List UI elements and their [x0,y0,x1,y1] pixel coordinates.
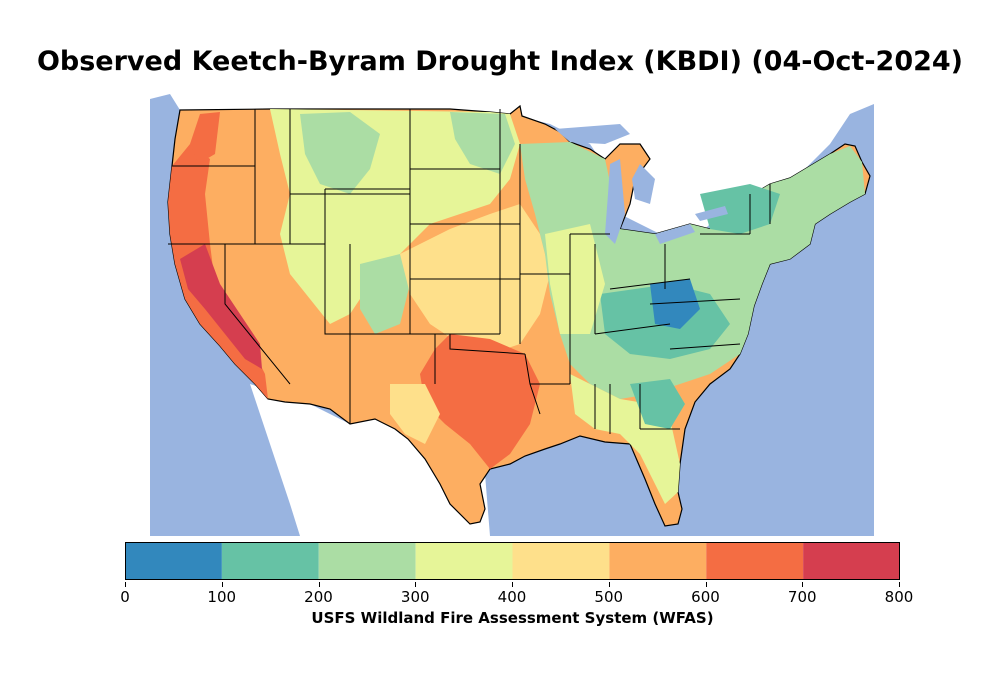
colorbar-bin-6 [706,542,804,580]
zone-west-texas-400 [390,384,440,444]
mexico-land [250,384,490,536]
colorbar-tick-mark [415,582,417,587]
lake-superior [555,124,630,144]
colorbar-bin-7 [803,542,900,580]
colorbar-tick-label: 800 [884,588,914,606]
zone-georgia-100 [630,379,685,429]
colorbar-tick-label: 400 [497,588,527,606]
lake-huron [632,164,655,204]
zone-appalachia-0 [650,279,700,329]
colorbar-tick-mark [125,582,126,587]
lake-ontario [695,206,728,221]
colorbar-bin-3 [415,542,513,580]
canada-land [150,84,874,244]
zone-texas-600 [420,334,540,469]
colorbar-tick-label: 200 [304,588,333,606]
zone-northeast-100 [700,184,780,234]
zone-montana-200 [300,112,380,194]
colorbar-ticks: 0 100 200 300 400 500 600 700 800 [120,582,913,612]
colorbar-tick-label: 300 [400,588,430,606]
zone-oregon-600 [190,112,220,164]
colorbar-bin-1 [221,542,319,580]
colorbar-tick-label: 600 [691,588,720,606]
colorbar-tick-label: 100 [207,588,237,606]
colorbar-tick-mark [318,582,320,587]
colorbar [125,542,900,580]
colorbar-bin-5 [609,542,707,580]
zone-dakotas-200 [450,112,515,174]
colorbar-tick-mark [512,582,513,587]
drought-map [150,84,874,536]
map-title: Observed Keetch-Byram Drought Index (KBD… [36,46,964,77]
zone-colorado-200 [360,254,410,334]
colorbar-tick-mark [221,582,223,587]
lake-erie [655,224,695,244]
zone-midwest-300 [545,224,605,334]
colorbar-bin-0 [125,542,222,580]
zone-california-700 [180,244,262,369]
colorbar-tick-label: 500 [594,588,624,606]
lake-michigan [605,159,625,244]
colorbar-border [125,542,900,580]
state-boundaries [168,109,771,434]
drought-map-svg [150,84,874,536]
colorbar-tick-label: 700 [787,588,817,606]
colorbar-tick-mark [608,582,610,587]
colorbar-tick-mark [899,582,900,587]
colorbar-label: USFS Wildland Fire Assessment System (WF… [311,609,714,627]
colorbar-tick-mark [705,582,707,587]
colorbar-bin-4 [512,542,610,580]
colorbar-tick-mark [802,582,804,587]
colorbar-tick-label: 0 [120,588,130,606]
colorbar-bin-2 [318,542,416,580]
